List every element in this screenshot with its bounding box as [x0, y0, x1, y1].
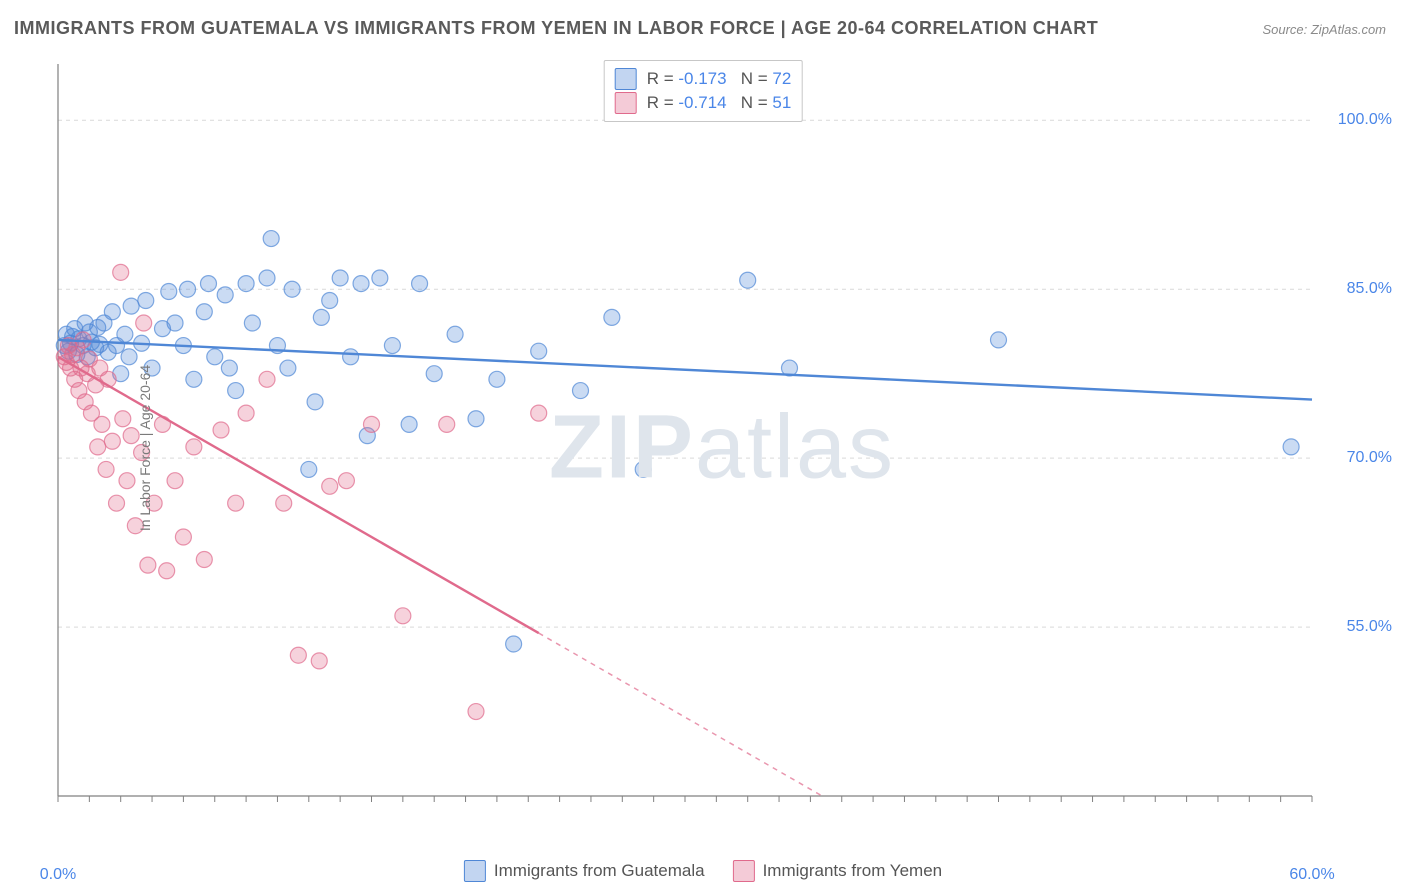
chart-svg	[52, 58, 1392, 838]
y-axis-label: In Labor Force | Age 20-64	[137, 365, 153, 531]
source-attribution: Source: ZipAtlas.com	[1262, 22, 1386, 37]
plot-area: In Labor Force | Age 20-64 ZIPatlas	[52, 58, 1392, 838]
legend-swatch-1	[733, 860, 755, 882]
legend-item-1: Immigrants from Yemen	[733, 860, 943, 882]
correl-text-1: R = -0.714 N = 51	[647, 91, 792, 115]
y-tick-label: 85.0%	[1347, 280, 1392, 298]
chart-title: IMMIGRANTS FROM GUATEMALA VS IMMIGRANTS …	[14, 18, 1098, 39]
chart-container: IMMIGRANTS FROM GUATEMALA VS IMMIGRANTS …	[0, 0, 1406, 892]
series-swatch-0	[615, 68, 637, 90]
correl-row-1: R = -0.714 N = 51	[615, 91, 792, 115]
series-legend: Immigrants from Guatemala Immigrants fro…	[464, 860, 942, 882]
x-tick-label: 60.0%	[1289, 866, 1334, 884]
x-tick-label: 0.0%	[40, 866, 76, 884]
correl-text-0: R = -0.173 N = 72	[647, 67, 792, 91]
correlation-legend: R = -0.173 N = 72 R = -0.714 N = 51	[604, 60, 803, 122]
y-tick-label: 70.0%	[1347, 449, 1392, 467]
correl-row-0: R = -0.173 N = 72	[615, 67, 792, 91]
legend-label-1: Immigrants from Yemen	[763, 861, 943, 881]
legend-label-0: Immigrants from Guatemala	[494, 861, 705, 881]
series-swatch-1	[615, 92, 637, 114]
y-tick-label: 100.0%	[1338, 111, 1392, 129]
legend-swatch-0	[464, 860, 486, 882]
y-tick-label: 55.0%	[1347, 618, 1392, 636]
legend-item-0: Immigrants from Guatemala	[464, 860, 705, 882]
